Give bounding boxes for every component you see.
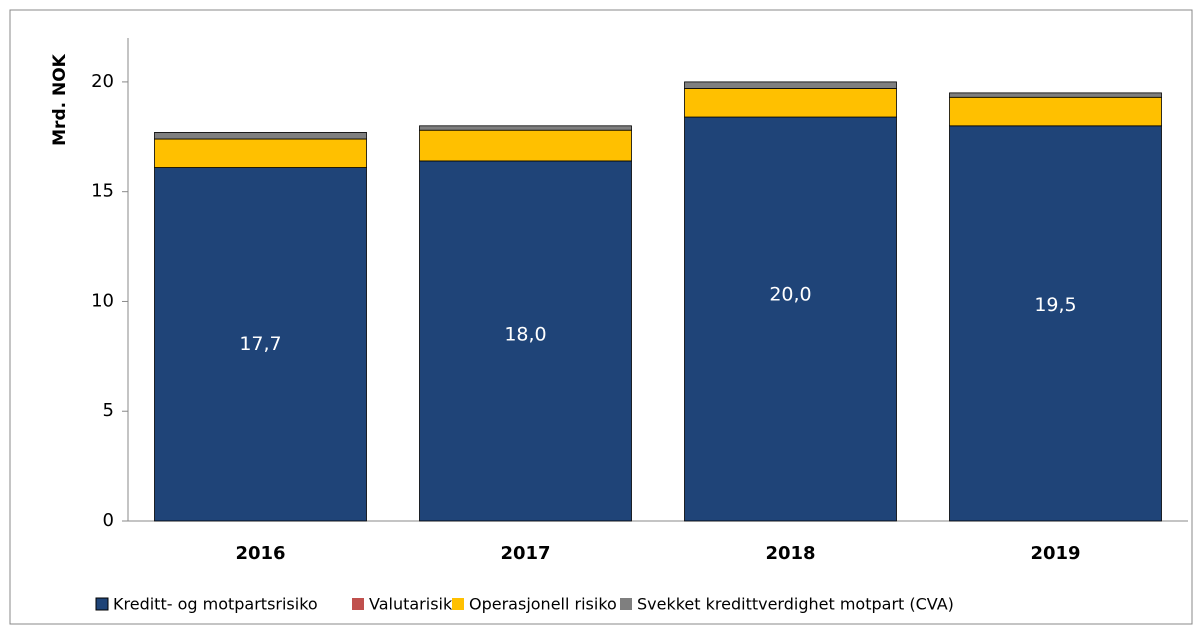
bar-segment xyxy=(154,167,367,522)
bar-segment xyxy=(949,92,1162,98)
total-label: 18,0 xyxy=(504,323,546,345)
legend-swatch xyxy=(452,598,464,610)
legend-label: Valutarisiko xyxy=(369,595,461,614)
y-axis-label: Mrd. NOK xyxy=(50,53,70,146)
y-tick-label: 20 xyxy=(91,71,114,92)
bar-segment xyxy=(684,116,897,522)
legend-swatch xyxy=(95,597,109,611)
bar-segment xyxy=(684,81,897,89)
x-tick-label: 2017 xyxy=(500,543,550,564)
y-tick-label: 15 xyxy=(91,181,114,202)
x-tick-label: 2018 xyxy=(765,543,815,564)
bar-segment xyxy=(419,125,632,131)
legend-swatch xyxy=(352,598,364,610)
bar-segment xyxy=(419,129,632,162)
total-label: 20,0 xyxy=(769,284,811,306)
bar-segment xyxy=(949,125,1162,522)
total-label: 17,7 xyxy=(239,333,281,355)
bar-segment xyxy=(154,138,367,168)
bar-segment xyxy=(154,132,367,140)
x-tick-label: 2019 xyxy=(1030,543,1080,564)
total-label: 19,5 xyxy=(1034,294,1076,316)
y-tick-label: 0 xyxy=(103,510,114,531)
bar-segment xyxy=(419,160,632,522)
bar-segment xyxy=(949,96,1162,127)
legend-swatch xyxy=(620,598,632,610)
bar-segment xyxy=(684,88,897,118)
legend-label: Svekket kredittverdighet motpart (CVA) xyxy=(637,595,954,614)
legend-label: Kreditt- og motpartsrisiko xyxy=(113,595,318,614)
x-tick-label: 2016 xyxy=(235,543,285,564)
legend-label: Operasjonell risiko xyxy=(469,595,617,614)
y-tick-label: 5 xyxy=(103,400,114,421)
y-tick-label: 10 xyxy=(91,290,114,311)
